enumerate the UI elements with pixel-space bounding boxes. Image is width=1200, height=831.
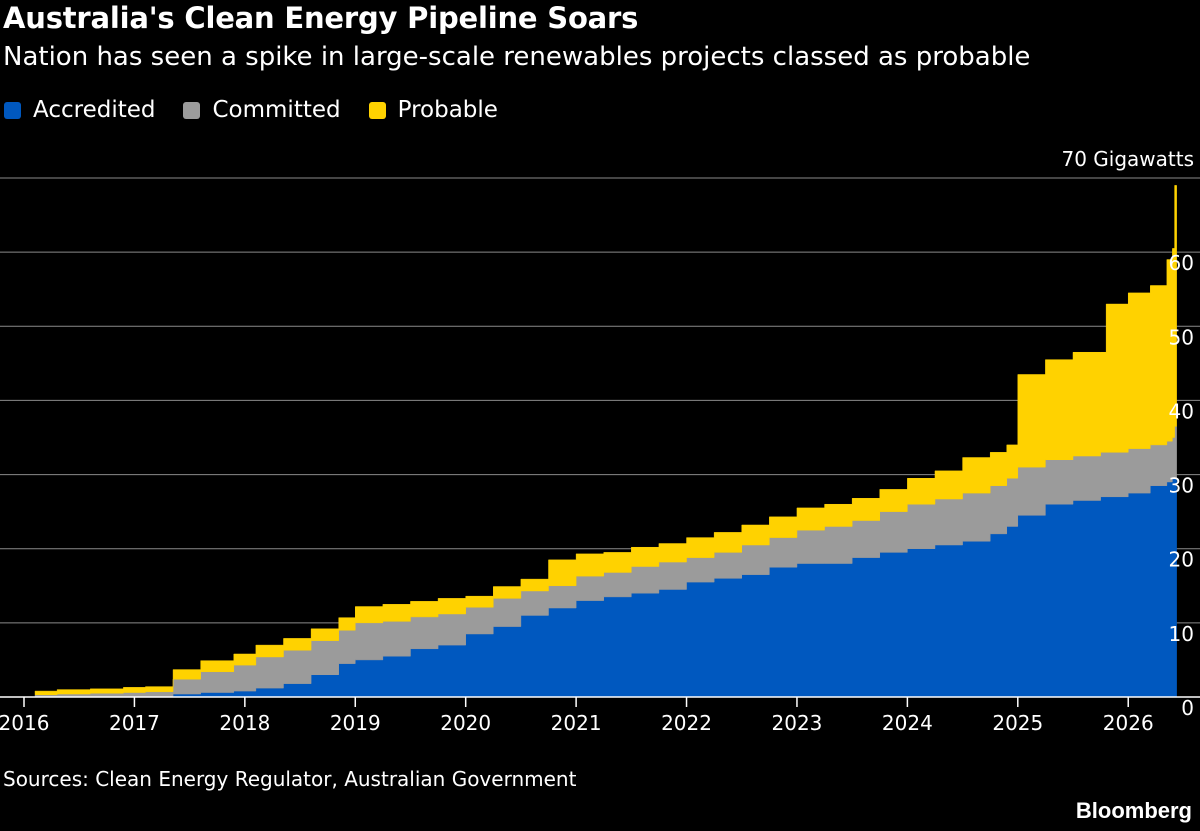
y-tick-label: 50	[1169, 325, 1194, 349]
x-tick-label: 2017	[109, 711, 160, 735]
y-tick-labels: 0 10 20 30 40 50 60 70 Gigawatts	[1061, 147, 1194, 720]
y-unit-label: 70 Gigawatts	[1061, 147, 1194, 171]
x-tick-label: 2018	[219, 711, 270, 735]
x-tick-label: 2016	[0, 711, 49, 735]
source-note: Sources: Clean Energy Regulator, Austral…	[3, 767, 577, 791]
legend-item-committed: Committed	[183, 97, 341, 123]
x-tick-label: 2020	[440, 711, 491, 735]
legend-label-committed: Committed	[212, 97, 341, 123]
legend-label-accredited: Accredited	[33, 97, 156, 123]
chart-title: Australia's Clean Energy Pipeline Soars	[3, 1, 639, 35]
legend-swatch-probable	[368, 101, 386, 119]
x-tick-label: 2021	[551, 711, 602, 735]
legend-label-probable: Probable	[397, 97, 498, 123]
x-tick-label: 2023	[772, 711, 823, 735]
area-series	[34, 185, 1177, 698]
area-probable	[34, 185, 1177, 696]
legend-item-accredited: Accredited	[4, 97, 155, 123]
y-tick-label: 30	[1169, 474, 1194, 498]
x-tick-label: 2022	[661, 711, 712, 735]
y-tick-label: 0	[1181, 696, 1194, 720]
y-tick-label: 20	[1169, 548, 1194, 572]
x-tick-label: 2019	[330, 711, 381, 735]
y-tick-label: 60	[1169, 251, 1194, 275]
chart-subtitle: Nation has seen a spike in large-scale r…	[3, 42, 1031, 72]
legend-swatch-committed	[183, 101, 201, 119]
legend-swatch-accredited	[4, 101, 21, 119]
x-tick-label: 2026	[1103, 711, 1154, 735]
legend-item-probable: Probable	[368, 97, 498, 123]
x-axis: 2016 2017 2018 2019 2020 2021 2022 2023 2024 2025…	[0, 696, 1200, 735]
bloomberg-logo: Bloomberg	[1075, 798, 1192, 823]
x-tick-label: 2025	[992, 711, 1043, 735]
x-tick-label: 2024	[882, 711, 933, 735]
legend: Accredited Committed Probable	[4, 97, 526, 123]
y-tick-label: 40	[1169, 399, 1194, 423]
y-tick-label: 10	[1169, 622, 1194, 646]
